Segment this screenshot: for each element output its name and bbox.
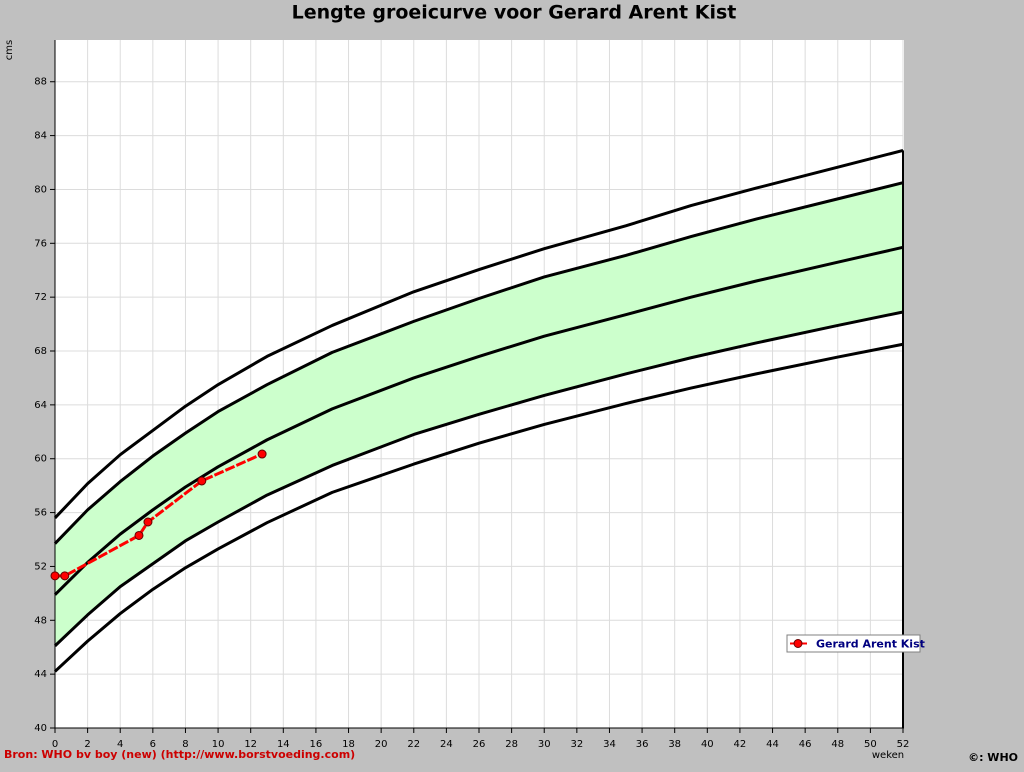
copyright: ©: WHO bbox=[968, 751, 1018, 764]
x-tick-label: 14 bbox=[277, 739, 290, 750]
x-tick-label: 22 bbox=[407, 739, 420, 750]
x-tick-label: 48 bbox=[831, 739, 844, 750]
reference-curve bbox=[53, 181, 904, 545]
y-tick-label: 72 bbox=[34, 292, 47, 303]
x-tick-label: 2 bbox=[84, 739, 90, 750]
x-tick-label: 38 bbox=[668, 739, 681, 750]
x-tick-label: 40 bbox=[701, 739, 714, 750]
x-tick-label: 30 bbox=[538, 739, 551, 750]
y-tick-label: 76 bbox=[34, 238, 47, 249]
chart-title: Lengte groeicurve voor Gerard Arent Kist bbox=[292, 2, 737, 24]
y-tick-label: 40 bbox=[34, 723, 47, 734]
curves bbox=[53, 148, 904, 673]
y-tick-label: 48 bbox=[34, 615, 47, 626]
data-point bbox=[134, 530, 144, 540]
reference-curve bbox=[53, 148, 904, 519]
x-tick-label: 34 bbox=[603, 739, 616, 750]
y-tick-label: 68 bbox=[34, 346, 47, 357]
x-tick-label: 0 bbox=[52, 739, 58, 750]
data-point bbox=[50, 571, 60, 581]
data-point bbox=[143, 517, 153, 527]
x-tick-label: 50 bbox=[864, 739, 877, 750]
y-tick-label: 64 bbox=[34, 400, 47, 411]
x-tick-label: 44 bbox=[766, 739, 779, 750]
x-tick-label: 18 bbox=[342, 739, 355, 750]
y-tick-label: 52 bbox=[34, 561, 47, 572]
x-tick-label: 10 bbox=[212, 739, 225, 750]
reference-curve bbox=[53, 342, 904, 673]
y-tick-label: 88 bbox=[34, 77, 47, 88]
y-axis-label: cms bbox=[4, 40, 15, 60]
x-tick-label: 46 bbox=[799, 739, 812, 750]
reference-curve bbox=[53, 245, 904, 596]
data-point bbox=[60, 571, 70, 581]
reference-curve bbox=[53, 310, 904, 647]
legend-label: Gerard Arent Kist bbox=[816, 638, 925, 651]
legend-box bbox=[786, 634, 921, 653]
x-axis-label: weken bbox=[872, 750, 904, 761]
x-tick-label: 52 bbox=[897, 739, 910, 750]
x-tick-label: 28 bbox=[505, 739, 518, 750]
x-tick-label: 24 bbox=[440, 739, 453, 750]
x-tick-label: 26 bbox=[473, 739, 486, 750]
x-tick-label: 32 bbox=[570, 739, 583, 750]
x-tick-label: 8 bbox=[182, 739, 188, 750]
x-tick-label: 20 bbox=[375, 739, 388, 750]
y-tick-label: 80 bbox=[34, 184, 47, 195]
x-tick-label: 42 bbox=[734, 739, 747, 750]
y-tick-label: 44 bbox=[34, 669, 47, 680]
y-tick-label: 60 bbox=[34, 454, 47, 465]
y-tick-label: 56 bbox=[34, 508, 47, 519]
x-tick-label: 16 bbox=[310, 739, 323, 750]
x-tick-label: 36 bbox=[636, 739, 649, 750]
legend: Gerard Arent Kist bbox=[786, 634, 925, 653]
source-note: Bron: WHO bv boy (new) (http://www.borst… bbox=[4, 748, 355, 761]
data-point bbox=[257, 449, 267, 459]
x-tick-label: 12 bbox=[244, 739, 257, 750]
x-tick-label: 4 bbox=[117, 739, 123, 750]
data-point bbox=[197, 476, 207, 486]
y-tick-label: 84 bbox=[34, 131, 47, 142]
legend-marker bbox=[793, 639, 803, 648]
x-tick-label: 6 bbox=[150, 739, 156, 750]
